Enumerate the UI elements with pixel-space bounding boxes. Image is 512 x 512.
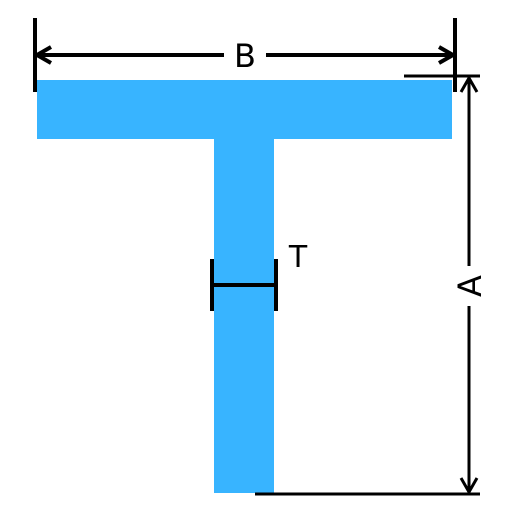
dimension-a-top-arrow xyxy=(459,74,479,93)
dimension-b-right-arrow xyxy=(438,45,458,65)
dimension-b-left-arrow xyxy=(32,45,52,65)
dimension-a-bottom-arrow xyxy=(459,477,479,496)
dimension-t-label: T xyxy=(288,240,308,275)
dimension-a xyxy=(255,74,480,496)
dimension-a-label: A xyxy=(451,275,489,297)
dimension-b-label: B xyxy=(234,37,256,75)
dimension-t xyxy=(210,259,278,311)
dimension-b xyxy=(32,18,458,92)
